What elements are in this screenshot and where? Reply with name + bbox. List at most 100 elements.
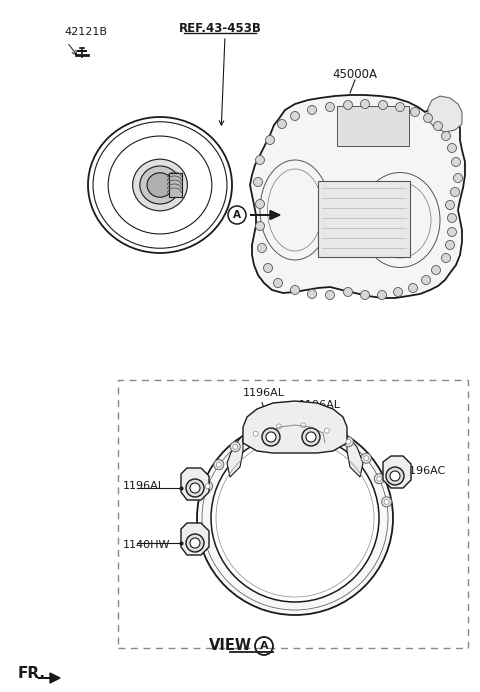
- Circle shape: [266, 432, 276, 442]
- Text: A: A: [233, 210, 241, 220]
- Circle shape: [344, 287, 352, 296]
- Text: 1140HW: 1140HW: [123, 540, 170, 550]
- Circle shape: [251, 429, 261, 439]
- Circle shape: [394, 287, 403, 296]
- Circle shape: [274, 421, 284, 431]
- Ellipse shape: [140, 166, 180, 204]
- Circle shape: [216, 462, 221, 467]
- FancyBboxPatch shape: [169, 173, 182, 197]
- Circle shape: [257, 244, 266, 253]
- Circle shape: [442, 253, 451, 262]
- Text: 1196AL: 1196AL: [299, 400, 341, 410]
- FancyArrow shape: [250, 210, 280, 219]
- Circle shape: [382, 497, 392, 507]
- Circle shape: [346, 439, 351, 444]
- Ellipse shape: [211, 434, 379, 602]
- Ellipse shape: [132, 159, 187, 211]
- Circle shape: [364, 456, 369, 461]
- Text: VIEW: VIEW: [209, 639, 252, 653]
- Circle shape: [433, 122, 443, 131]
- Circle shape: [265, 136, 275, 145]
- Polygon shape: [250, 95, 465, 298]
- Circle shape: [308, 289, 316, 298]
- Circle shape: [325, 102, 335, 111]
- Circle shape: [277, 120, 287, 129]
- Text: 1196AC: 1196AC: [403, 466, 446, 476]
- Polygon shape: [383, 456, 411, 488]
- Text: 42121B: 42121B: [64, 27, 107, 37]
- Polygon shape: [181, 523, 209, 555]
- Circle shape: [203, 481, 213, 491]
- Circle shape: [377, 291, 386, 300]
- Circle shape: [302, 428, 320, 446]
- Circle shape: [205, 484, 210, 489]
- Text: 45000A: 45000A: [333, 69, 377, 82]
- Circle shape: [322, 426, 332, 435]
- Polygon shape: [243, 401, 347, 453]
- Circle shape: [386, 467, 404, 485]
- Circle shape: [186, 534, 204, 552]
- Circle shape: [276, 424, 281, 429]
- Circle shape: [262, 428, 280, 446]
- Circle shape: [233, 444, 238, 449]
- Circle shape: [290, 286, 300, 295]
- Circle shape: [343, 437, 353, 447]
- Circle shape: [298, 420, 308, 430]
- Polygon shape: [227, 435, 243, 477]
- Circle shape: [447, 143, 456, 152]
- FancyBboxPatch shape: [318, 181, 410, 257]
- Circle shape: [306, 432, 316, 442]
- Ellipse shape: [197, 421, 393, 615]
- FancyArrow shape: [38, 673, 60, 683]
- Text: REF.43-453B: REF.43-453B: [179, 21, 262, 35]
- Circle shape: [408, 284, 418, 293]
- Circle shape: [325, 291, 335, 300]
- Circle shape: [190, 483, 200, 493]
- Circle shape: [454, 174, 463, 183]
- Circle shape: [410, 107, 420, 116]
- Circle shape: [230, 441, 240, 452]
- Text: 1196AL: 1196AL: [123, 481, 165, 491]
- Polygon shape: [428, 96, 462, 132]
- Circle shape: [452, 158, 460, 167]
- Circle shape: [360, 291, 370, 300]
- Polygon shape: [347, 435, 363, 477]
- Circle shape: [447, 228, 456, 237]
- Circle shape: [290, 111, 300, 120]
- Circle shape: [374, 474, 384, 484]
- Circle shape: [432, 266, 441, 275]
- Circle shape: [445, 201, 455, 210]
- Circle shape: [423, 113, 432, 122]
- Circle shape: [344, 100, 352, 109]
- Circle shape: [186, 479, 204, 497]
- Ellipse shape: [147, 173, 173, 197]
- FancyBboxPatch shape: [337, 106, 409, 146]
- Circle shape: [253, 431, 258, 436]
- Circle shape: [377, 476, 382, 481]
- Circle shape: [274, 278, 283, 287]
- Circle shape: [214, 459, 224, 470]
- Circle shape: [190, 538, 200, 548]
- Circle shape: [255, 221, 264, 230]
- Circle shape: [451, 188, 459, 197]
- Circle shape: [396, 102, 405, 111]
- Circle shape: [264, 264, 273, 273]
- Circle shape: [300, 423, 306, 428]
- Circle shape: [384, 500, 389, 504]
- Circle shape: [361, 453, 371, 463]
- Text: 1196AL: 1196AL: [243, 388, 285, 398]
- Circle shape: [447, 214, 456, 223]
- Circle shape: [445, 241, 455, 250]
- Circle shape: [379, 100, 387, 109]
- Text: A: A: [260, 641, 268, 651]
- Circle shape: [308, 105, 316, 114]
- Text: FR.: FR.: [18, 666, 46, 680]
- Circle shape: [253, 178, 263, 187]
- Circle shape: [255, 199, 264, 208]
- Polygon shape: [181, 468, 209, 500]
- Circle shape: [421, 275, 431, 284]
- Circle shape: [324, 428, 329, 433]
- Circle shape: [442, 131, 451, 140]
- Circle shape: [255, 156, 264, 165]
- Circle shape: [360, 100, 370, 109]
